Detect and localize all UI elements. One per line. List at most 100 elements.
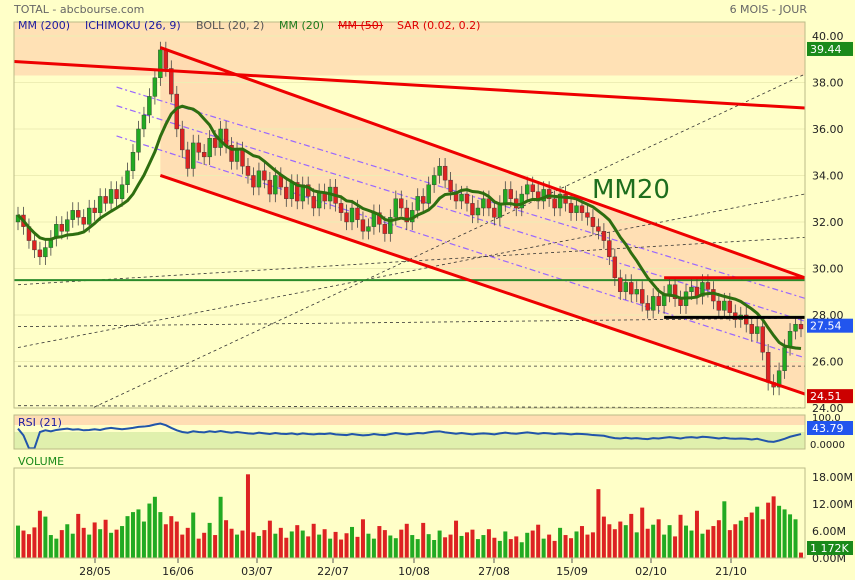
volume-bar [788, 514, 793, 558]
volume-bar [733, 524, 738, 558]
volume-bar [174, 521, 179, 558]
volume-bar [152, 496, 157, 558]
volume-bar [147, 503, 152, 558]
volume-bar [678, 514, 683, 558]
volume-bar [415, 539, 420, 558]
candle-body [415, 196, 420, 211]
volume-bar [607, 524, 612, 558]
indicator-mm200[interactable]: MM (200) [18, 19, 71, 32]
volume-bar [541, 538, 546, 558]
price-tag-last-box [807, 318, 853, 333]
candle-body [612, 256, 618, 278]
candle-body [130, 152, 136, 172]
candle-body [798, 324, 804, 330]
y-tick-label: 34.00 [812, 169, 844, 182]
volume-bar [459, 535, 464, 558]
candle-body [689, 286, 694, 292]
volume-tick-label: 0.00M [812, 552, 846, 565]
volume-bar [470, 529, 475, 558]
candle-body [508, 189, 513, 199]
candle-body [420, 196, 426, 204]
candle-body [360, 219, 366, 232]
volume-bar [130, 512, 135, 558]
candle-body [289, 182, 294, 199]
candle-body [212, 138, 218, 148]
volume-bar [59, 530, 64, 558]
price-tag-last: 27.54 [810, 320, 842, 333]
candle-body [245, 165, 251, 176]
candle-body [590, 217, 596, 227]
volume-bar [651, 524, 656, 558]
candle-body [76, 210, 81, 218]
indicator-boll[interactable]: BOLL (20, 2) [196, 19, 265, 32]
candle-body [234, 149, 240, 162]
candle-body [152, 77, 158, 97]
volume-bar [558, 527, 563, 558]
x-tick-label: 21/10 [715, 565, 747, 578]
candle-body [481, 198, 486, 209]
volume-bar [443, 537, 448, 558]
volume-bar [601, 516, 606, 558]
candle-body [640, 289, 645, 304]
volume-bar [114, 529, 119, 558]
channel-lower-line [159, 174, 805, 396]
candle-body [377, 212, 382, 225]
volume-bar [103, 519, 108, 558]
indicator-ichimoku[interactable]: ICHIMOKU (26, 9) [85, 19, 181, 32]
volume-bar [202, 532, 207, 558]
volume-bar [793, 519, 798, 558]
candle-body [125, 170, 130, 185]
long-resistance-line [14, 60, 805, 110]
volume-bar [689, 530, 694, 558]
volume-bar [393, 538, 398, 558]
candle-body [722, 300, 727, 311]
volume-bar [284, 537, 289, 558]
candle-body [448, 179, 453, 192]
candle-body [338, 203, 344, 213]
volume-bar [109, 532, 114, 558]
candle-body [119, 184, 125, 199]
mm20-annotation: MM20 [592, 175, 670, 205]
volume-bar [191, 512, 196, 558]
indicator-mm50[interactable]: MM (50) [338, 19, 384, 32]
volume-bar [799, 552, 803, 558]
candle-body [43, 247, 48, 258]
volume-bar [399, 529, 404, 558]
volume-bar [623, 525, 628, 558]
volume-bar [574, 531, 579, 558]
indicator-mm20[interactable]: MM (20) [279, 19, 325, 32]
volume-bar [328, 538, 333, 558]
rsi-tick-top: 100.0 [812, 413, 841, 424]
candle-body [399, 198, 404, 209]
candle-body [196, 142, 201, 153]
candle-body [793, 324, 798, 332]
candle-body [464, 193, 470, 204]
dashed-trend-line [17, 236, 805, 286]
rsi-panel-content [14, 415, 805, 449]
candles [15, 41, 804, 396]
candle-body [749, 324, 754, 334]
candle-body [267, 179, 273, 195]
candle-body [525, 184, 530, 195]
bollinger-line [116, 105, 805, 322]
candle-body [158, 49, 163, 79]
volume-bar [448, 534, 453, 558]
volume-bar [771, 496, 776, 558]
volume-bar [196, 538, 201, 558]
x-tick-label: 27/08 [478, 565, 510, 578]
chart-period[interactable]: 6 MOIS - JOUR [729, 3, 807, 16]
x-tick-label: 16/06 [162, 565, 194, 578]
volume-bar [65, 524, 70, 558]
y-tick-label: 40.00 [812, 30, 844, 43]
candle-body [541, 189, 546, 202]
candle-body [355, 207, 360, 220]
volume-bar [245, 474, 250, 558]
indicator-sar[interactable]: SAR (0.02, 0.2) [397, 19, 481, 32]
volume-bar [262, 530, 267, 558]
volume-bar [311, 523, 316, 558]
volume-bar [486, 529, 491, 558]
volume-bar [640, 507, 645, 558]
volume-bar [464, 532, 469, 558]
candle-body [393, 198, 399, 218]
volume-bar [508, 539, 513, 558]
